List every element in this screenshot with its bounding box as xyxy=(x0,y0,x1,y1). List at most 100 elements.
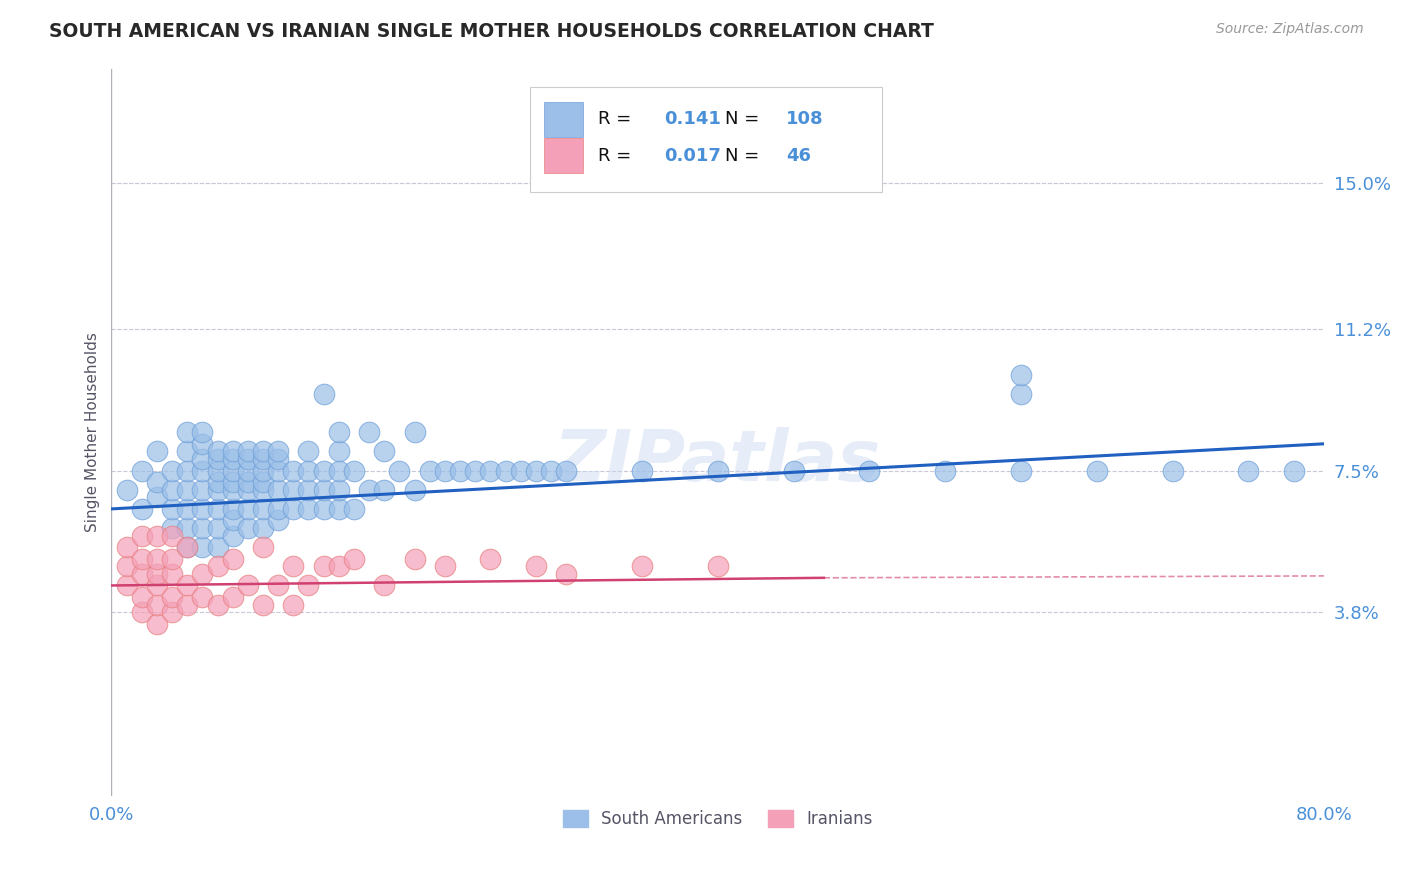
Point xyxy=(858,464,880,478)
Point xyxy=(479,464,502,478)
Point xyxy=(267,464,290,478)
Point xyxy=(236,578,259,592)
Point xyxy=(312,483,335,497)
Point xyxy=(176,521,198,535)
Point xyxy=(160,464,183,478)
Point xyxy=(328,559,350,574)
Point xyxy=(191,452,214,467)
Point xyxy=(221,452,243,467)
Point xyxy=(283,502,305,516)
Point xyxy=(146,598,169,612)
Point xyxy=(297,502,319,516)
Legend: South Americans, Iranians: South Americans, Iranians xyxy=(557,804,879,835)
FancyBboxPatch shape xyxy=(544,138,583,173)
Point xyxy=(297,578,319,592)
Point xyxy=(160,529,183,543)
Point xyxy=(236,452,259,467)
Point xyxy=(782,464,804,478)
Point xyxy=(524,559,547,574)
Point xyxy=(221,483,243,497)
Point xyxy=(1085,464,1108,478)
Point xyxy=(131,551,153,566)
Y-axis label: Single Mother Households: Single Mother Households xyxy=(86,333,100,533)
Point xyxy=(146,444,169,458)
Point xyxy=(191,540,214,554)
Point xyxy=(236,475,259,489)
Point xyxy=(221,475,243,489)
Point xyxy=(267,513,290,527)
Point xyxy=(221,464,243,478)
Point xyxy=(252,483,274,497)
Point xyxy=(388,464,411,478)
Point xyxy=(207,598,229,612)
Point xyxy=(207,559,229,574)
Point xyxy=(207,540,229,554)
Point xyxy=(131,605,153,619)
Point xyxy=(328,502,350,516)
Point xyxy=(631,559,654,574)
Point xyxy=(221,551,243,566)
Point xyxy=(131,590,153,604)
Point xyxy=(146,578,169,592)
Point xyxy=(540,464,562,478)
Point xyxy=(207,452,229,467)
Point xyxy=(297,444,319,458)
FancyBboxPatch shape xyxy=(544,102,583,136)
Point xyxy=(221,444,243,458)
Point xyxy=(1161,464,1184,478)
Point xyxy=(343,502,366,516)
Point xyxy=(404,483,426,497)
Point xyxy=(176,540,198,554)
Point xyxy=(283,483,305,497)
Point xyxy=(252,452,274,467)
Point xyxy=(283,464,305,478)
Point xyxy=(1010,464,1032,478)
Point xyxy=(160,521,183,535)
Point xyxy=(707,559,730,574)
Point xyxy=(359,425,381,440)
Text: 108: 108 xyxy=(786,111,824,128)
Point xyxy=(524,464,547,478)
Text: 46: 46 xyxy=(786,147,811,165)
Point xyxy=(312,559,335,574)
Text: Source: ZipAtlas.com: Source: ZipAtlas.com xyxy=(1216,22,1364,37)
Point xyxy=(343,464,366,478)
Point xyxy=(236,521,259,535)
Point xyxy=(207,475,229,489)
Point xyxy=(160,566,183,581)
Point xyxy=(707,464,730,478)
Point xyxy=(191,483,214,497)
Point xyxy=(297,464,319,478)
Point xyxy=(328,425,350,440)
Point xyxy=(221,529,243,543)
Point xyxy=(555,566,578,581)
Point xyxy=(115,483,138,497)
Text: 0.141: 0.141 xyxy=(665,111,721,128)
Point xyxy=(555,464,578,478)
Point xyxy=(283,559,305,574)
Point xyxy=(176,578,198,592)
Text: R =: R = xyxy=(598,147,637,165)
Point xyxy=(312,387,335,401)
Text: SOUTH AMERICAN VS IRANIAN SINGLE MOTHER HOUSEHOLDS CORRELATION CHART: SOUTH AMERICAN VS IRANIAN SINGLE MOTHER … xyxy=(49,22,934,41)
Point xyxy=(433,559,456,574)
Point xyxy=(146,529,169,543)
Point xyxy=(176,425,198,440)
Point xyxy=(207,444,229,458)
Point xyxy=(464,464,486,478)
Point xyxy=(252,475,274,489)
Point xyxy=(115,559,138,574)
Point xyxy=(160,502,183,516)
Point xyxy=(146,616,169,631)
Point xyxy=(252,521,274,535)
Text: N =: N = xyxy=(725,111,765,128)
Point xyxy=(509,464,531,478)
Point xyxy=(283,598,305,612)
Point xyxy=(267,578,290,592)
Point xyxy=(404,551,426,566)
Point xyxy=(373,578,395,592)
Point xyxy=(191,566,214,581)
Point xyxy=(115,578,138,592)
Point xyxy=(236,483,259,497)
Text: ZIPatlas: ZIPatlas xyxy=(554,427,882,496)
